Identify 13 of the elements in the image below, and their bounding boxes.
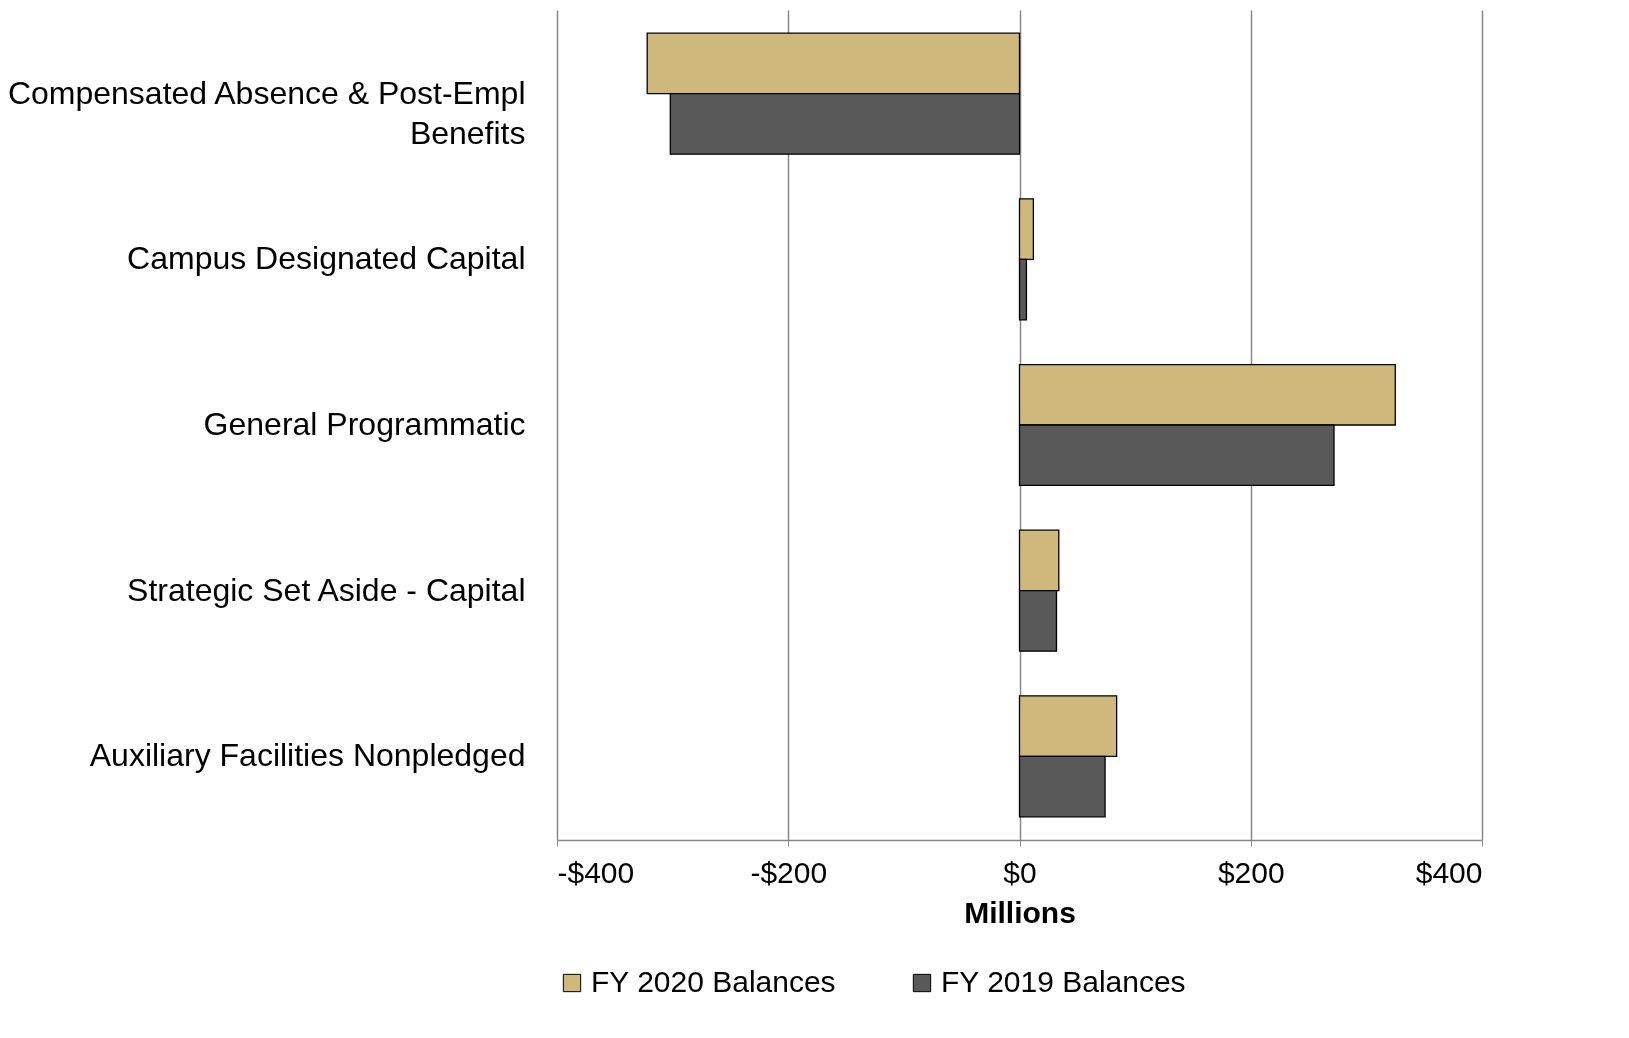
legend-label: FY 2019 Balances xyxy=(941,965,1186,998)
y-tick-label: Compensated Absence & Post-Empl Benefits xyxy=(7,74,526,151)
y-tick-label: Campus Designated Capital xyxy=(127,240,526,277)
y-tick-label: Auxiliary Facilities Nonpledged xyxy=(89,737,526,774)
legend-label: FY 2020 Balances xyxy=(591,965,836,998)
x-tick-label: $200 xyxy=(1217,855,1285,889)
x-tick-label: $400 xyxy=(1415,855,1483,889)
x-tick-label: -$400 xyxy=(557,855,635,889)
y-tick-label: General Programmatic xyxy=(203,406,526,442)
x-tick-label: $0 xyxy=(1003,855,1037,889)
x-tick-label: -$200 xyxy=(750,855,828,889)
x-axis-title: Millions xyxy=(964,895,1076,929)
y-tick-label: Strategic Set Aside - Capital xyxy=(127,571,526,608)
